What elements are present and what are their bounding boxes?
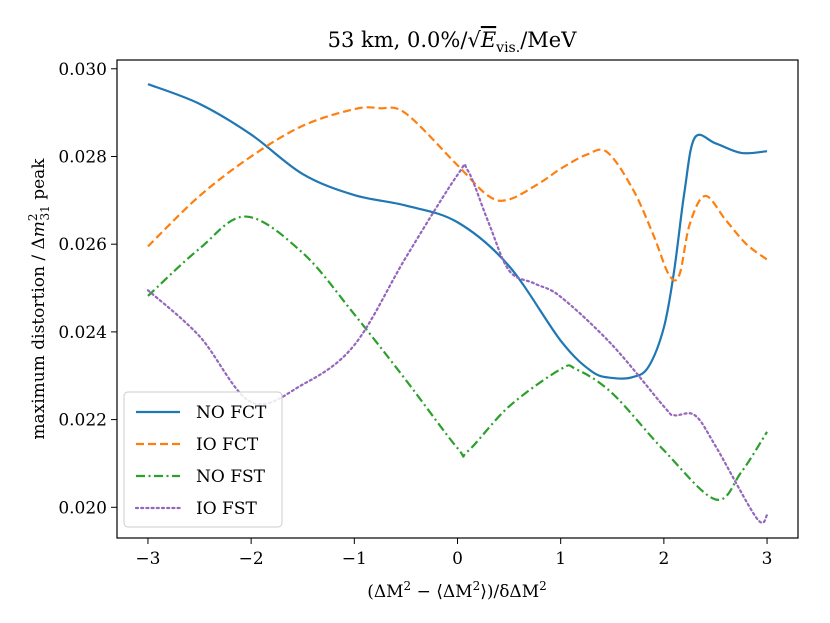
title-suffix: /MeV bbox=[520, 28, 577, 52]
y-axis: 0.020 0.022 0.024 0.026 0.028 0.030 bbox=[58, 60, 117, 518]
series-line-io-fct bbox=[147, 106, 768, 282]
series-line-io-fst bbox=[146, 163, 769, 524]
x-tick-label: 0 bbox=[452, 549, 463, 569]
series-group bbox=[146, 83, 769, 524]
legend-label-no-fst: NO FST bbox=[196, 467, 266, 487]
title-evis: E bbox=[480, 28, 496, 52]
x-tick-label: 1 bbox=[555, 549, 566, 569]
legend-box bbox=[123, 391, 283, 528]
y-tick-label: 0.024 bbox=[58, 323, 107, 343]
y-tick-label: 0.028 bbox=[58, 147, 107, 167]
y-tick-label: 0.030 bbox=[58, 60, 107, 80]
y-tick-label: 0.022 bbox=[58, 411, 107, 431]
title-sqrt: √ bbox=[467, 28, 481, 52]
legend-label-io-fct: IO FCT bbox=[196, 435, 259, 455]
y-tick-label: 0.020 bbox=[58, 498, 107, 518]
chart-title: 53 km, 0.0%/√Evis./MeV bbox=[328, 28, 578, 56]
x-tick-label: 2 bbox=[658, 549, 669, 569]
x-tick-label: −1 bbox=[342, 549, 367, 569]
x-axis-label: (ΔM2 − ⟨ΔM2⟩)/δΔM2 bbox=[367, 579, 547, 602]
y-tick-label: 0.026 bbox=[58, 235, 107, 255]
x-tick-label: −3 bbox=[135, 549, 160, 569]
series-line-no-fct bbox=[147, 83, 768, 380]
legend-label-io-fst: IO FST bbox=[196, 499, 257, 519]
legend-label-no-fct: NO FCT bbox=[196, 403, 267, 423]
y-axis-label: maximum distortion / Δm231 peak bbox=[26, 158, 52, 440]
title-prefix: 53 km, 0.0%/ bbox=[328, 28, 469, 52]
x-tick-label: −2 bbox=[239, 549, 264, 569]
title-evis-sub: vis. bbox=[495, 40, 520, 56]
x-tick-label: 3 bbox=[762, 549, 773, 569]
x-axis: −3 −2 −1 0 1 2 3 bbox=[135, 538, 772, 569]
legend: NO FCT IO FCT NO FST IO FST bbox=[123, 391, 283, 528]
series-line-no-fst bbox=[147, 215, 768, 501]
